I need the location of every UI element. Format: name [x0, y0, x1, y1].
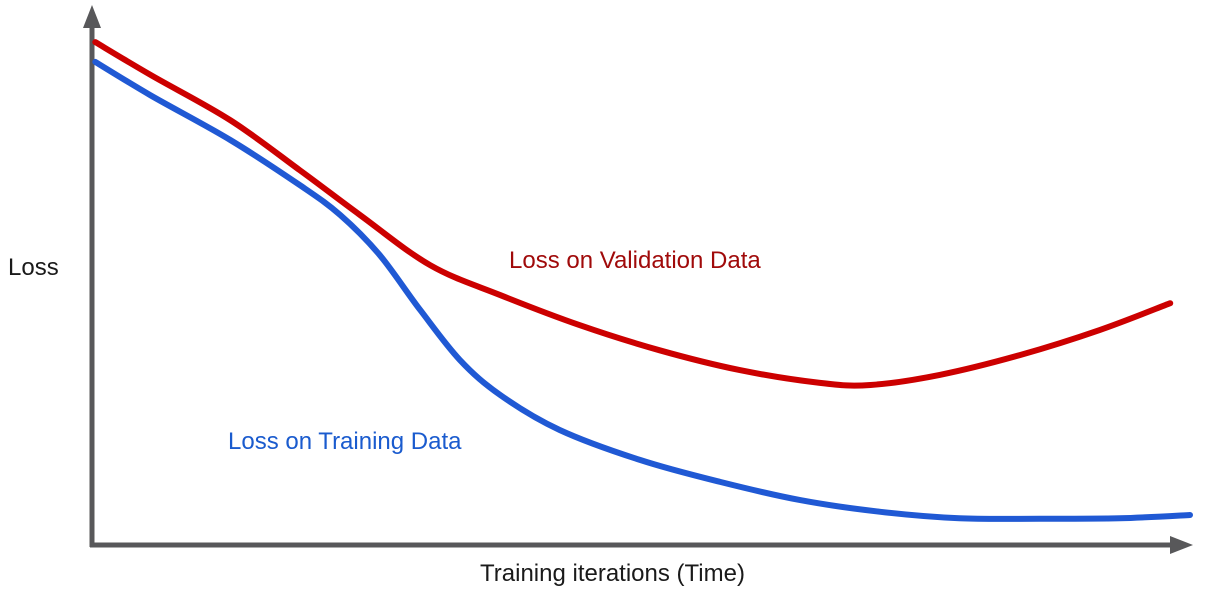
- y-axis-arrow-icon: [83, 5, 101, 28]
- validation-loss-curve: [92, 39, 1174, 389]
- training-series-label: Loss on Training Data: [228, 428, 462, 455]
- x-axis-label: Training iterations (Time): [480, 560, 745, 587]
- training-loss-curve: [92, 58, 1193, 522]
- x-axis-arrow-icon: [1170, 536, 1193, 554]
- x-axis: [90, 536, 1193, 554]
- y-axis: [83, 5, 101, 547]
- validation-series-label: Loss on Validation Data: [509, 247, 761, 274]
- y-axis-label: Loss: [8, 254, 59, 281]
